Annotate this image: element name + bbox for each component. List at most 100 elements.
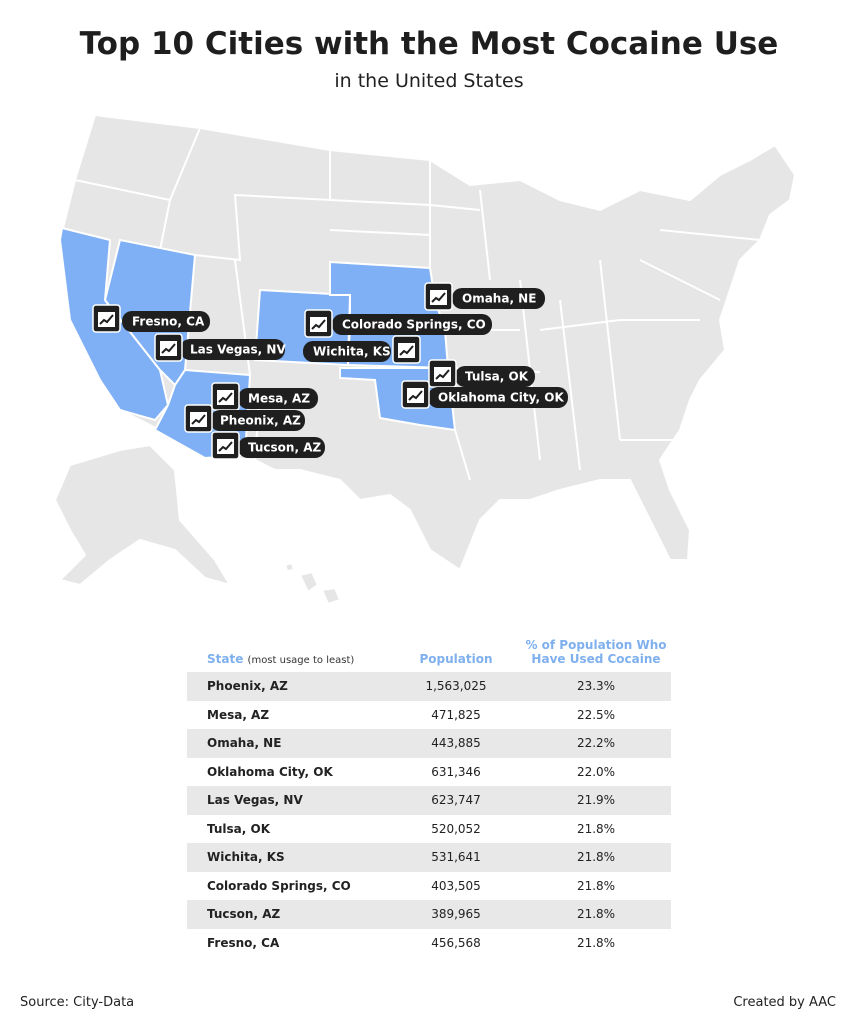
table-row: Colorado Springs, CO 403,505 21.8%	[187, 872, 671, 901]
icon-inner	[407, 388, 424, 403]
city-marker: Colorado Springs, CO	[304, 309, 492, 338]
table-row: Mesa, AZ 471,825 22.5%	[187, 701, 671, 730]
table-row: Phoenix, AZ 1,563,025 23.3%	[187, 672, 671, 701]
table-cell: 21.8%	[576, 935, 616, 950]
icon-inner	[217, 390, 234, 405]
table-cell: Tucson, AZ	[187, 900, 391, 929]
table-cell: Phoenix, AZ	[187, 672, 391, 701]
icon-chart	[191, 414, 206, 425]
col-header: State (most usage to least)	[187, 636, 391, 672]
city-label: Pheonix, AZ	[220, 414, 301, 428]
label-box	[238, 437, 325, 458]
city-label: Tulsa, OK	[465, 370, 529, 384]
label-box	[332, 314, 492, 335]
icon-chart	[218, 441, 233, 452]
icon-inner	[434, 367, 451, 382]
col-header: State	[207, 652, 244, 666]
subtitle: in the United States	[334, 70, 524, 92]
table-cell: 389,965	[391, 900, 521, 929]
icon-chart	[99, 314, 114, 325]
city-label: Wichita, KS	[313, 345, 391, 359]
col-header: % of Population Who Have Used Cocaine	[525, 638, 667, 666]
table-row: Las Vegas, NV 623,747 21.9%	[187, 786, 671, 815]
table-cell: 531,641	[391, 843, 521, 872]
table-row: Wichita, KS 531,641 21.8%	[187, 843, 671, 872]
table-cell: Omaha, NE	[187, 729, 391, 758]
table-cell: Fresno, CA	[207, 935, 280, 950]
map: Fresno, CA Las Vegas, NV Omaha, NE Colorado…	[53, 113, 797, 606]
icon-inner	[398, 343, 415, 358]
city-marker: Las Vegas, NV	[154, 333, 286, 362]
table-cell: 21.8%	[576, 878, 616, 893]
table-cell: 21.9%	[521, 786, 671, 815]
label-box	[303, 341, 391, 362]
source: Source: City-Data	[20, 995, 135, 1010]
table-cell: Colorado Springs, CO	[207, 878, 351, 893]
table-cell: 456,568	[431, 935, 481, 950]
city-marker: Mesa, AZ	[211, 382, 318, 411]
table-cell: Mesa, AZ	[207, 707, 270, 722]
table-cell: 471,825	[431, 707, 481, 722]
table-cell: 520,052	[431, 821, 481, 836]
icon-chart	[399, 345, 414, 356]
table-row: Omaha, NE 443,885 22.2%	[187, 729, 671, 758]
label-box	[122, 311, 210, 332]
city-marker: Fresno, CA	[92, 304, 210, 333]
label-box	[452, 288, 545, 309]
icon-chart	[218, 392, 233, 403]
icon-inner	[98, 312, 115, 327]
icon-inner	[430, 290, 447, 305]
table-cell: 623,747	[391, 786, 521, 815]
label-box	[210, 410, 305, 431]
table-cell: 403,505	[431, 878, 481, 893]
table-cell: 21.8%	[576, 821, 616, 836]
label-box	[455, 366, 535, 387]
table-cell: 22.5%	[576, 707, 616, 722]
icon-chart	[435, 369, 450, 380]
col-note: (most usage to least)	[247, 655, 355, 666]
icon-inner	[190, 412, 207, 427]
icon-inner	[160, 341, 177, 356]
table-row: Fresno, CA 456,568 21.8%	[187, 929, 671, 958]
table-cell: 23.3%	[521, 672, 671, 701]
city-marker: Pheonix, AZ	[184, 404, 305, 433]
city-label: Omaha, NE	[462, 292, 536, 306]
col-header: Population	[419, 652, 493, 666]
icon-chart	[431, 292, 446, 303]
alaska	[53, 443, 233, 587]
icon-chart	[408, 390, 423, 401]
city-label: Colorado Springs, CO	[342, 318, 486, 332]
table-row: Tulsa, OK 520,052 21.8%	[187, 815, 671, 844]
icon-chart	[311, 319, 326, 330]
hawaii	[283, 561, 342, 606]
table-cell: 443,885	[391, 729, 521, 758]
city-marker: Wichita, KS	[303, 335, 421, 364]
label-box	[180, 339, 285, 360]
icon-inner	[217, 439, 234, 454]
city-label: Oklahoma City, OK	[438, 391, 564, 405]
city-label: Tucson, AZ	[248, 441, 321, 455]
table-cell: Las Vegas, NV	[187, 786, 391, 815]
table-cell: 1,563,025	[391, 672, 521, 701]
city-marker: Omaha, NE	[424, 282, 545, 311]
data-table: State (most usage to least) Population %…	[187, 636, 671, 957]
icon-inner	[310, 317, 327, 332]
city-label: Mesa, AZ	[248, 392, 310, 406]
title: Top 10 Cities with the Most Cocaine Use	[79, 26, 779, 62]
table-cell: Wichita, KS	[187, 843, 391, 872]
city-label: Las Vegas, NV	[190, 343, 286, 357]
table-cell: 22.2%	[521, 729, 671, 758]
city-marker: Tucson, AZ	[211, 431, 325, 460]
table-cell: Tulsa, OK	[207, 821, 270, 836]
credit: Created by AAC	[733, 995, 836, 1010]
label-box	[238, 388, 318, 409]
table-cell: 631,346	[431, 764, 481, 779]
city-label: Fresno, CA	[132, 315, 205, 329]
table-cell: 22.0%	[576, 764, 616, 779]
city-marker: Tulsa, OK	[428, 359, 535, 388]
city-marker: Oklahoma City, OK	[401, 380, 568, 409]
label-box	[428, 387, 568, 408]
table-cell: 21.8%	[521, 900, 671, 929]
table-cell: 21.8%	[521, 843, 671, 872]
